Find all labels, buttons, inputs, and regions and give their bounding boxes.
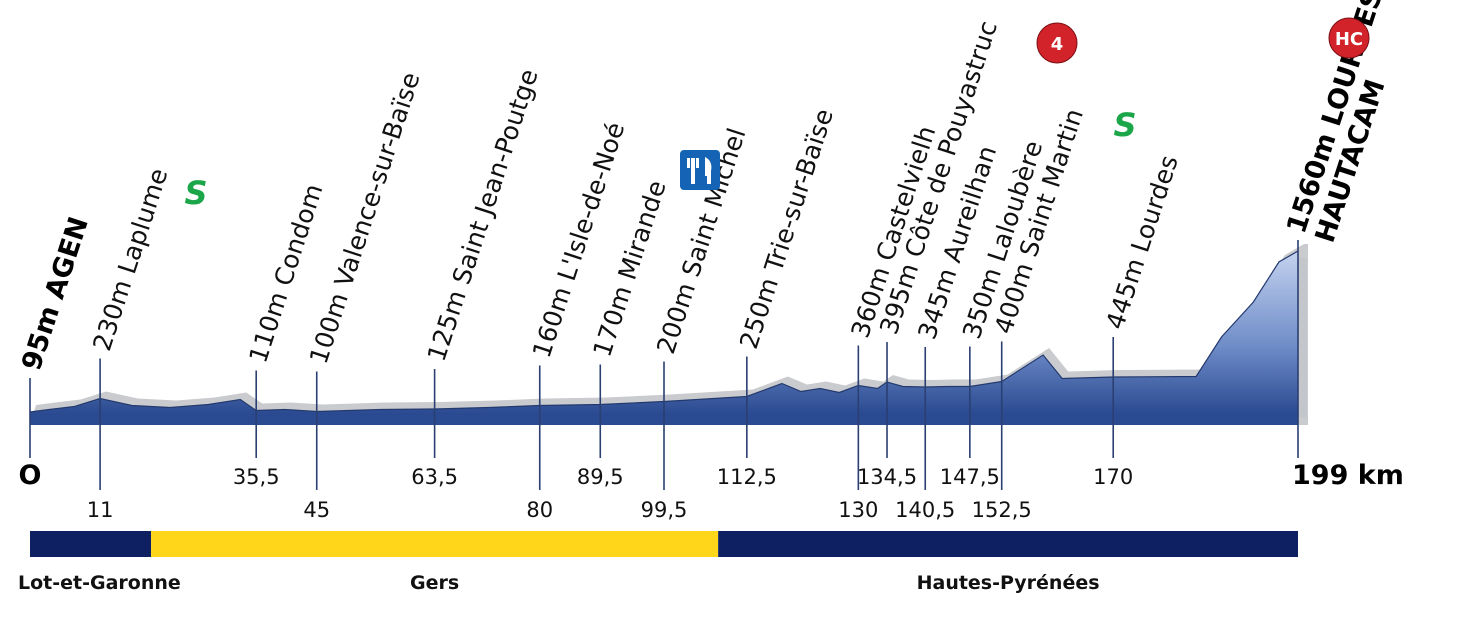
km-label: 152,5 — [972, 498, 1032, 522]
region-segment — [718, 531, 1298, 557]
town-label-group: 250m Trie-sur-Baïse — [734, 105, 839, 352]
fork-icon — [691, 158, 695, 184]
profile-outline — [29, 250, 1299, 413]
town-label-group: 445m Lourdes — [1100, 152, 1184, 333]
profile-area — [30, 251, 1298, 425]
fork-tine-icon — [696, 158, 699, 168]
town-label: 100m Valence-sur-Baïse — [304, 69, 426, 368]
km-label: 11 — [87, 498, 114, 522]
town-label: 230m Laplume — [87, 165, 173, 355]
km-label: 134,5 — [857, 465, 917, 489]
profile-finish-edge — [1298, 258, 1307, 417]
km-label: 99,5 — [641, 498, 688, 522]
feed-zone-icon — [680, 150, 720, 190]
profile-shadow — [30, 244, 1308, 425]
climb-marker-circle — [1328, 17, 1370, 59]
km-label: O — [19, 460, 42, 491]
km-label: 112,5 — [717, 465, 777, 489]
region-segment — [30, 531, 152, 557]
climb-marker-label: 4 — [1051, 34, 1064, 55]
town-label: 250m Trie-sur-Baïse — [734, 105, 839, 352]
km-label: 80 — [526, 498, 553, 522]
town-label-group: 230m Laplume — [87, 165, 173, 355]
region-bar: Lot-et-Garonne Gers Hautes-Pyrénées — [18, 531, 1298, 594]
km-label: 35,5 — [233, 465, 280, 489]
km-label: 63,5 — [411, 465, 458, 489]
fork-tine-icon — [687, 158, 690, 168]
km-ticks: O 11 35,5 45 63,5 80 89,5 99,5 112,5 130 134,5 140,… — [19, 240, 1404, 522]
knife-icon — [705, 157, 712, 184]
region-label: Hautes-Pyrénées — [917, 572, 1100, 594]
climb-marker-circle — [1036, 22, 1078, 64]
town-label-group: 100m Valence-sur-Baïse — [304, 69, 426, 368]
km-label: 140,5 — [895, 498, 955, 522]
km-label: 147,5 — [940, 465, 1000, 489]
climb-marker-label: HC — [1335, 29, 1363, 50]
km-label: 199 km — [1292, 460, 1404, 491]
start-label: 95m AGEN — [16, 213, 95, 374]
km-label: 89,5 — [577, 465, 624, 489]
town-label-group: 125m Saint Jean-Poutge — [422, 65, 544, 364]
km-label: 45 — [303, 498, 330, 522]
region-segment — [151, 531, 719, 557]
town-label-group: 95m AGEN — [16, 213, 95, 374]
region-label: Lot-et-Garonne — [18, 572, 181, 594]
km-label: 130 — [838, 498, 878, 522]
sprint-marker: S — [184, 174, 207, 212]
route-markers: S 4 S HC — [184, 17, 1370, 212]
region-label: Gers — [410, 572, 459, 594]
town-label: 445m Lourdes — [1100, 152, 1184, 333]
sprint-marker: S — [1113, 106, 1136, 144]
town-label: 125m Saint Jean-Poutge — [422, 65, 544, 364]
km-label: 170 — [1093, 465, 1133, 489]
